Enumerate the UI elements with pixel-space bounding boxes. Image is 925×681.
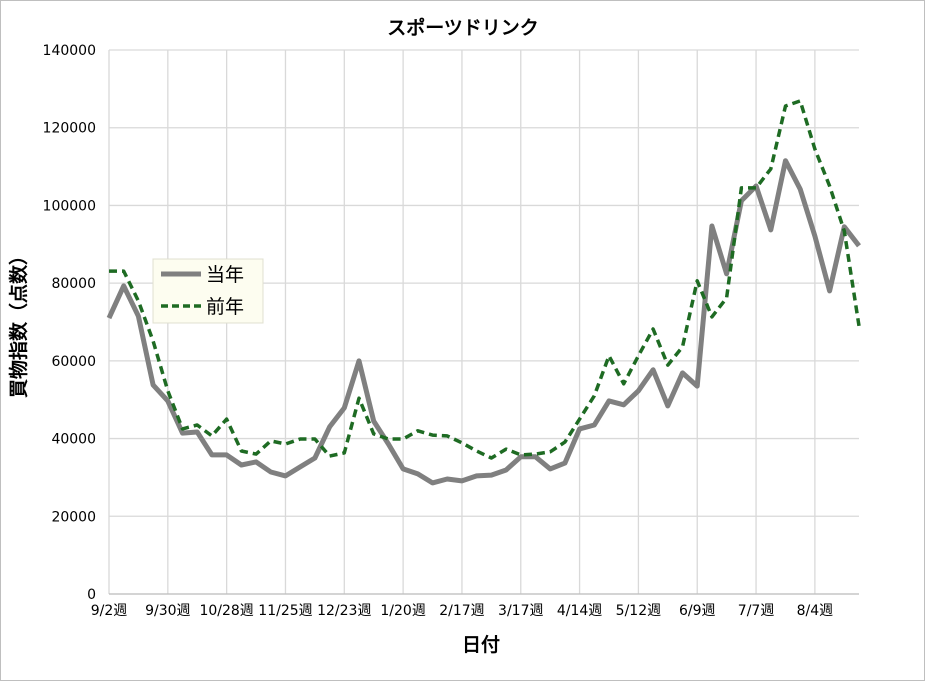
y-axis-ticks: 0 20000 40000 60000 80000 100000 120000 140000 (43, 43, 96, 603)
legend: 当年 前年 (152, 258, 264, 324)
y-tick-label: 120000 (43, 121, 96, 137)
x-tick-label: 4/14週 (557, 603, 602, 619)
y-tick-label: 20000 (51, 509, 96, 525)
x-tick-label: 10/28週 (199, 603, 253, 619)
y-tick-label: 100000 (43, 198, 96, 214)
series-line-previous-year (109, 99, 861, 460)
x-axis-ticks: 9/2週 9/30週 10/28週 11/25週 12/23週 1/20週 2/17週 3/1… (91, 603, 833, 619)
x-tick-label: 12/23週 (317, 603, 371, 619)
x-tick-label: 1/20週 (380, 603, 425, 619)
y-tick-label: 140000 (43, 43, 96, 59)
legend-box (152, 258, 264, 324)
y-tick-label: 80000 (51, 276, 96, 292)
x-tick-label: 5/12週 (616, 603, 661, 619)
y-tick-label: 40000 (51, 432, 96, 448)
x-tick-label: 11/25週 (258, 603, 312, 619)
x-tick-label: 2/17週 (439, 603, 484, 619)
gridlines (108, 49, 859, 595)
chart-title: スポーツドリンク (387, 16, 539, 39)
x-tick-label: 6/9週 (679, 603, 716, 619)
legend-label-previous-year: 前年 (206, 296, 244, 318)
x-axis-label: 日付 (462, 633, 500, 656)
series-line-current-year (106, 158, 861, 486)
x-tick-label: 9/2週 (91, 603, 128, 619)
y-tick-label: 60000 (51, 354, 96, 370)
x-tick-label: 3/17週 (498, 603, 543, 619)
x-tick-label: 9/30週 (145, 603, 190, 619)
y-axis-label: 買物指数（点数） (7, 246, 30, 398)
legend-label-current-year: 当年 (206, 264, 244, 286)
y-tick-label: 0 (87, 587, 96, 603)
x-tick-label: 7/7週 (738, 603, 775, 619)
x-tick-label: 8/4週 (797, 603, 834, 619)
series-lines (106, 99, 861, 486)
